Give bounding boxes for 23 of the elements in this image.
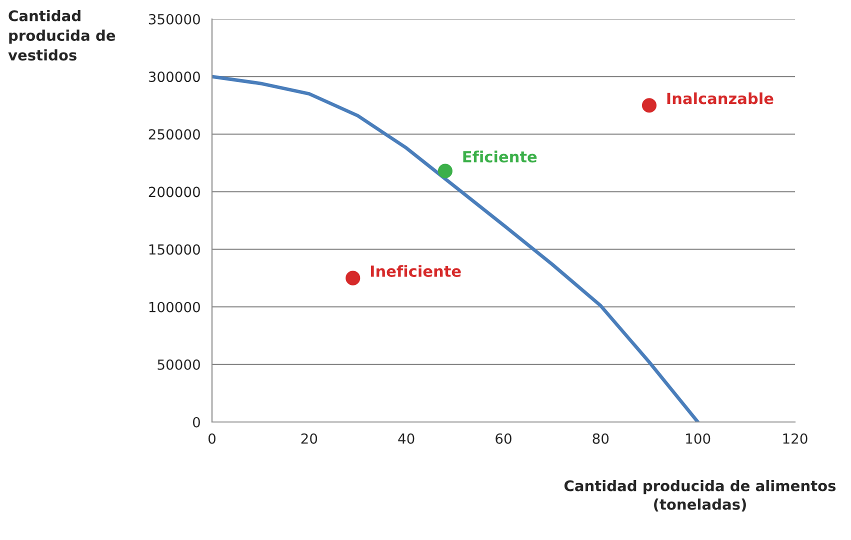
y-tick-label: 50000	[158, 359, 200, 370]
x-tick-label: 20	[301, 433, 318, 444]
y-tick-label: 200000	[148, 186, 200, 198]
y-tick-label: 350000	[148, 14, 200, 24]
x-tick-label: 120	[783, 433, 808, 444]
x-tick-label: 100	[686, 433, 710, 444]
y-tick-label: 0	[192, 416, 200, 428]
x-tick-label: 40	[398, 433, 414, 444]
y-tick-label: 100000	[149, 302, 200, 312]
x-tick-label: 80	[592, 433, 609, 444]
x-tick-label: 0	[208, 433, 216, 444]
y-tick-label: 300000	[148, 72, 200, 82]
series-label: Ineficiente	[370, 265, 461, 277]
y-tick-label: 150000	[149, 244, 200, 255]
point	[438, 164, 452, 178]
x-axis-title: Cantidad producida de alimentos (toneladas)	[564, 480, 836, 512]
series-label: Eficiente	[463, 150, 537, 162]
x-tick-label: 60	[496, 433, 512, 444]
series-label: Inalcanzable	[667, 92, 774, 104]
point	[346, 270, 360, 286]
y-axis-title: Cantidad producida de vestidos	[8, 10, 116, 61]
y-tick-label: 250000	[148, 129, 200, 140]
point	[642, 98, 657, 113]
